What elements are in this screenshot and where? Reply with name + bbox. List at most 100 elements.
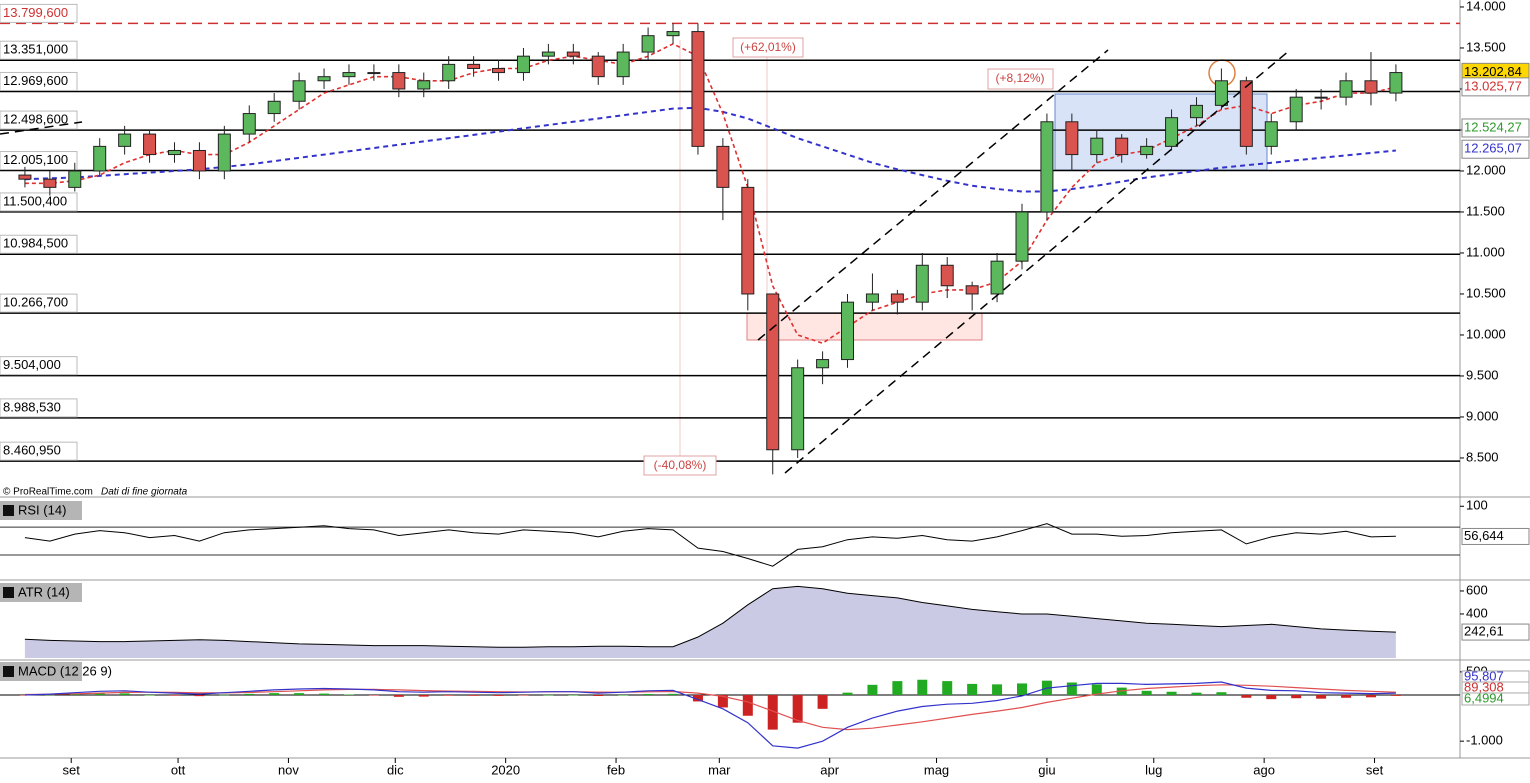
trend-line	[784, 49, 1291, 474]
macd-histogram-bar	[343, 694, 354, 696]
candle-body	[816, 359, 830, 369]
indicator-tag-label: 56,644	[1464, 528, 1504, 543]
macd-histogram-bar	[1091, 684, 1102, 695]
macd-histogram-bar	[618, 694, 629, 696]
level-label: 10.266,700	[3, 295, 68, 310]
candle-body	[417, 80, 431, 90]
macd-histogram-bar	[917, 679, 928, 695]
price-tag-label: 13.025,77	[1464, 78, 1522, 93]
macd-histogram-bar	[1266, 694, 1277, 700]
x-tick-label: apr	[820, 762, 839, 777]
candle-body	[1165, 117, 1179, 147]
price-tag	[1461, 77, 1530, 97]
x-tick-label: set	[63, 762, 81, 777]
moving-average-long	[24, 106, 1396, 193]
indicator-tag	[1461, 527, 1530, 545]
macd-histogram-bar	[1066, 682, 1077, 695]
macd-histogram-bar	[443, 694, 454, 696]
macd-histogram-bar	[1316, 694, 1327, 699]
candle-body	[616, 51, 630, 78]
panel-label-box	[0, 501, 82, 520]
y-tick-label: 9.500	[1466, 367, 1499, 382]
candle-body	[666, 31, 680, 37]
panel-label-box	[0, 662, 82, 681]
price-tag-label: 13.202,84	[1464, 64, 1522, 79]
candle-body	[1264, 121, 1278, 147]
macd-histogram-bar	[593, 694, 604, 696]
y-tick-label: 100	[1466, 498, 1488, 513]
macd-histogram-bar	[1216, 692, 1227, 695]
macd-histogram-bar	[219, 694, 230, 696]
annotation: (-40,08%)	[654, 458, 707, 472]
macd-histogram-bar	[1390, 694, 1401, 696]
trend-line	[757, 49, 1109, 341]
range-box	[746, 312, 983, 341]
macd-histogram-bar	[643, 693, 654, 695]
macd-histogram-bar	[668, 693, 679, 695]
level-label: 11.500,400	[3, 193, 67, 208]
candle-body	[492, 67, 506, 74]
level-label: 13.351,000	[3, 42, 68, 57]
level-label-box	[0, 398, 78, 418]
x-tick-label: giu	[1038, 762, 1055, 777]
y-tick-label: 10.500	[1466, 285, 1506, 300]
x-tick-label: nov	[278, 762, 299, 777]
x-tick-label: set	[1366, 762, 1384, 777]
level-label-box	[0, 356, 78, 376]
candle-body	[1090, 137, 1104, 156]
candle-body	[1115, 137, 1129, 156]
macd-histogram-bar	[967, 683, 978, 695]
y-tick-label: 13.500	[1466, 39, 1506, 54]
macd-histogram-bar	[817, 694, 828, 709]
level-label-box	[0, 71, 78, 91]
macd-histogram-bar	[1141, 690, 1152, 695]
annotation-box	[643, 455, 717, 476]
level-label: 12.498,600	[3, 112, 68, 127]
atr-area	[24, 586, 1396, 658]
candle-body	[965, 285, 979, 295]
level-label: 9.504,000	[3, 357, 61, 372]
macd-histogram-bar	[692, 694, 703, 702]
candle-body	[317, 76, 331, 82]
candle-body	[1040, 121, 1054, 213]
macd-histogram-bar	[717, 694, 728, 708]
level-label: 8.988,530	[3, 399, 61, 414]
candle-body	[1339, 80, 1353, 98]
y-tick-label: -1.000	[1466, 733, 1503, 748]
candle-body	[43, 178, 57, 188]
candle-body	[18, 174, 32, 180]
macd-histogram-bar	[792, 694, 803, 723]
y-tick-label: 400	[1466, 605, 1488, 620]
x-tick-label: 2020	[491, 762, 520, 777]
x-tick-label: ago	[1253, 762, 1275, 777]
macd-histogram-bar	[169, 694, 180, 696]
candle-body	[143, 133, 157, 156]
panel-label-swatch	[3, 505, 14, 516]
annotation: (+8,12%)	[995, 71, 1044, 85]
y-tick-label: 600	[1466, 582, 1488, 597]
x-tick-label: mag	[924, 762, 949, 777]
candle-body	[1015, 211, 1029, 262]
candle-body	[367, 72, 381, 75]
macd-histogram-bar	[44, 694, 55, 696]
macd-line	[24, 681, 1396, 749]
candle-body	[1389, 72, 1403, 94]
y-tick-label: 10.000	[1466, 326, 1506, 341]
candle-body	[392, 72, 406, 90]
candle-body	[1239, 80, 1253, 147]
macd-histogram-bar	[1166, 691, 1177, 695]
indicator-tag-label: 89,308	[1464, 679, 1504, 694]
macd-histogram-bar	[1291, 694, 1302, 699]
candle-body	[516, 55, 530, 74]
level-label: 12.969,600	[3, 73, 68, 88]
x-tick-label: mar	[708, 762, 731, 777]
price-tag-label: 12.524,27	[1464, 119, 1522, 134]
panel-label: ATR (14)	[18, 584, 70, 599]
candle-body	[1065, 121, 1079, 156]
macd-histogram-bar	[468, 694, 479, 696]
macd-histogram-bar	[1341, 694, 1352, 698]
x-tick-label: feb	[607, 762, 625, 777]
y-tick-label: 9.000	[1466, 408, 1499, 423]
macd-histogram-bar	[742, 694, 753, 716]
